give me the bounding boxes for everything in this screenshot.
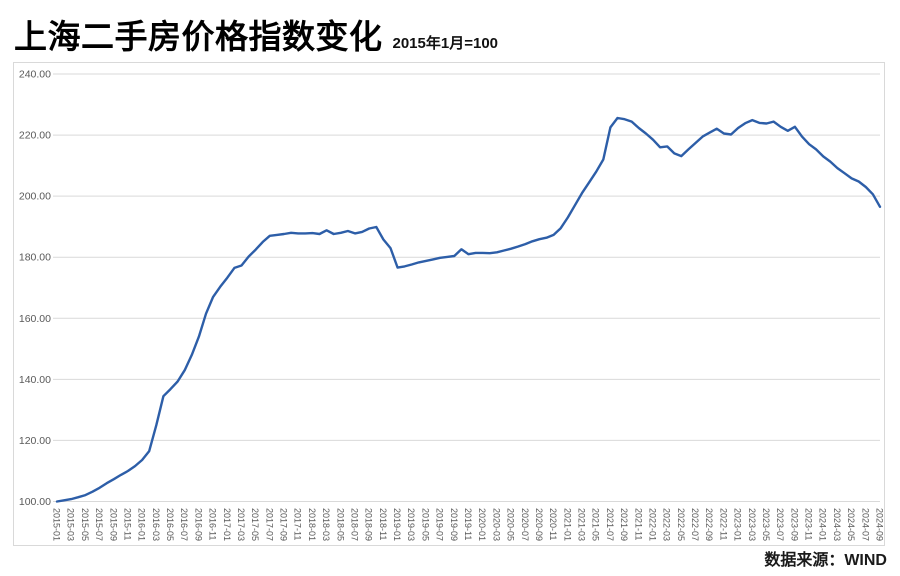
x-tick-label: 2015-09 <box>108 508 118 541</box>
data-source-label: 数据来源：WIND <box>764 552 887 569</box>
x-tick-label: 2015-11 <box>122 508 132 540</box>
y-tick-label: 140.00 <box>19 374 51 386</box>
y-tick-label: 220.00 <box>19 130 51 142</box>
x-tick-label: 2016-09 <box>193 508 203 541</box>
x-tick-label: 2019-05 <box>420 508 430 541</box>
y-tick-label: 200.00 <box>19 191 51 203</box>
x-tick-label: 2017-09 <box>279 508 289 541</box>
x-tick-label: 2016-01 <box>137 508 147 541</box>
x-tick-label: 2020-03 <box>491 508 501 541</box>
x-tick-label: 2021-07 <box>605 508 615 541</box>
x-tick-label: 2024-03 <box>832 508 842 541</box>
price-index-line <box>55 116 882 503</box>
x-tick-label: 2015-03 <box>66 508 76 541</box>
line-chart-canvas: 240.00 220.00 200.00 180.00 160.00 140.00 120.… <box>13 62 885 546</box>
x-tick-label: 2021-03 <box>577 508 587 541</box>
x-tick-label: 2024-01 <box>818 508 828 541</box>
x-tick-label: 2023-07 <box>775 508 785 541</box>
x-tick-label: 2018-03 <box>321 508 331 541</box>
gridlines <box>53 73 880 502</box>
x-tick-label: 2022-07 <box>690 508 700 541</box>
x-tick-label: 2018-05 <box>335 508 345 541</box>
y-tick-label: 240.00 <box>19 69 51 81</box>
chart-subtitle: 2015年1月=100 <box>392 35 499 52</box>
x-tick-label: 2019-07 <box>435 508 445 541</box>
x-tick-label: 2017-01 <box>222 508 232 541</box>
x-tick-label: 2024-07 <box>860 508 870 541</box>
x-tick-label: 2020-05 <box>506 508 516 541</box>
x-tick-label: 2015-05 <box>80 508 90 541</box>
x-tick-label: 2023-03 <box>747 508 757 541</box>
x-tick-label: 2023-09 <box>789 508 799 541</box>
x-tick-label: 2024-09 <box>875 508 885 541</box>
x-tick-label: 2022-05 <box>676 508 686 541</box>
x-tick-label: 2022-11 <box>718 508 728 540</box>
x-tick-label: 2022-09 <box>704 508 714 541</box>
chart-frame <box>13 62 885 546</box>
x-tick-label: 2019-01 <box>392 508 402 541</box>
x-tick-label: 2016-07 <box>179 508 189 541</box>
x-tick-label: 2024-05 <box>846 508 856 541</box>
y-tick-label: 160.00 <box>19 313 51 325</box>
x-tick-label: 2021-05 <box>591 508 601 541</box>
x-tick-label: 2017-05 <box>250 508 260 541</box>
x-tick-label: 2016-11 <box>208 508 218 540</box>
x-tick-label: 2016-03 <box>151 508 161 541</box>
y-tick-label: 120.00 <box>19 435 51 447</box>
x-tick-label: 2023-11 <box>804 508 814 540</box>
x-tick-label: 2022-01 <box>648 508 658 541</box>
x-tick-label: 2017-11 <box>293 508 303 540</box>
x-tick-label: 2021-09 <box>619 508 629 541</box>
x-tick-label: 2018-11 <box>378 508 388 540</box>
x-tick-label: 2021-01 <box>562 508 572 541</box>
x-tick-label: 2022-03 <box>662 508 672 541</box>
x-tick-label: 2020-11 <box>548 508 558 540</box>
x-tick-label: 2020-09 <box>534 508 544 541</box>
x-tick-label: 2015-07 <box>94 508 104 541</box>
x-tick-label: 2020-01 <box>477 508 487 541</box>
chart-header: 上海二手房价格指数变化 2015年1月=100 <box>14 10 498 58</box>
x-axis: 2015-01 2015-03 2015-05 2015-07 2015-09 2015-… <box>52 508 885 541</box>
y-axis: 240.00 220.00 200.00 180.00 160.00 140.00 120.… <box>19 69 51 509</box>
x-tick-label: 2018-09 <box>364 508 374 541</box>
x-tick-label: 2016-05 <box>165 508 175 541</box>
x-tick-label: 2018-07 <box>350 508 360 541</box>
y-tick-label: 100.00 <box>19 496 51 508</box>
x-tick-label: 2019-11 <box>463 508 473 540</box>
x-tick-label: 2019-09 <box>449 508 459 541</box>
x-tick-label: 2017-07 <box>264 508 274 541</box>
x-tick-label: 2017-03 <box>236 508 246 541</box>
chart-title: 上海二手房价格指数变化 <box>14 18 383 55</box>
y-tick-label: 180.00 <box>19 252 51 264</box>
x-tick-label: 2023-05 <box>761 508 771 541</box>
x-tick-label: 2021-11 <box>633 508 643 540</box>
x-tick-label: 2023-01 <box>733 508 743 541</box>
x-tick-label: 2015-01 <box>52 508 62 541</box>
x-tick-label: 2018-01 <box>307 508 317 541</box>
x-tick-label: 2020-07 <box>520 508 530 541</box>
x-tick-label: 2019-03 <box>406 508 416 541</box>
